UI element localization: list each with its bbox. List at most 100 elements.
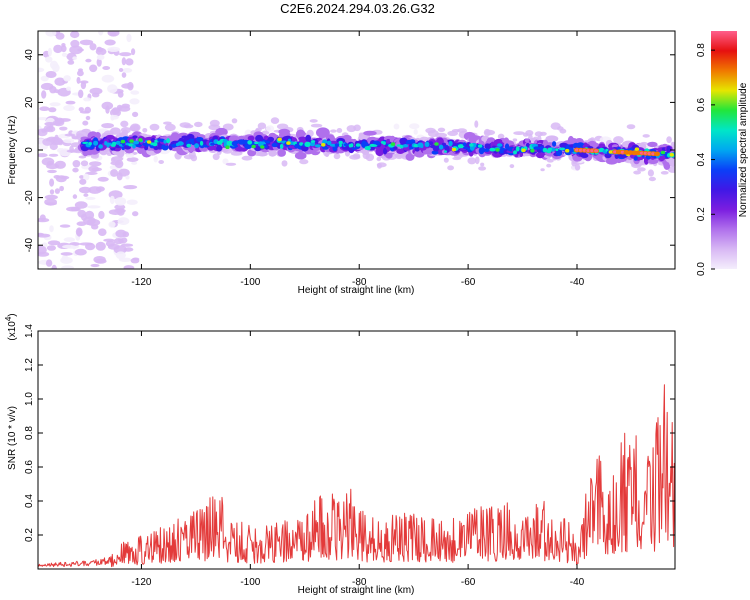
heat-blob [82, 120, 89, 126]
heat-blob [76, 76, 81, 84]
heat-blob [310, 140, 316, 143]
heat-blob [525, 130, 534, 136]
heat-blob [633, 170, 641, 175]
y-tick-label: 0.8 [24, 426, 35, 440]
heat-blob [617, 146, 621, 151]
heat-blob [474, 120, 479, 128]
heat-blob [333, 153, 341, 160]
heat-blob [70, 206, 81, 212]
heat-blob [513, 131, 525, 136]
heat-blob [199, 140, 204, 146]
heat-blob [279, 143, 284, 149]
heat-blob [353, 124, 361, 132]
heat-blob [101, 74, 115, 83]
heat-blob [309, 119, 318, 123]
heat-blob [594, 149, 599, 153]
heat-blob [513, 150, 517, 155]
heat-blob [383, 147, 388, 155]
heat-blob [95, 47, 107, 56]
heat-blob [132, 211, 139, 217]
heat-blob [51, 264, 57, 269]
y-tick-label: 1.4 [24, 324, 35, 338]
heat-blob [382, 141, 386, 146]
heat-blob [343, 143, 349, 147]
heat-blob [512, 138, 518, 142]
heat-blob [186, 143, 192, 148]
heat-blob [46, 245, 57, 251]
heat-blob [666, 145, 671, 153]
heat-blob [105, 105, 110, 114]
heat-blob [95, 186, 105, 192]
heat-blob [89, 87, 103, 95]
heat-blob [49, 142, 58, 151]
heat-blob [102, 66, 111, 70]
heat-blob [70, 31, 80, 39]
heat-blob [547, 147, 552, 152]
heat-blob [363, 130, 377, 136]
colorbar-label: Normalized spectral amplitude [738, 82, 749, 217]
heat-blob [122, 68, 133, 73]
heat-blob [131, 48, 136, 56]
heat-blob [478, 166, 487, 171]
heat-blob [521, 148, 526, 153]
heat-blob [85, 171, 98, 175]
heat-blob [338, 140, 343, 145]
colorbar-tick-label: 0.6 [696, 97, 707, 111]
heat-blob [109, 195, 115, 205]
x-tick-label: -120 [131, 277, 151, 288]
heat-blob [183, 124, 194, 129]
heat-blob [539, 131, 547, 136]
heat-blob [45, 56, 53, 63]
heat-blob [210, 142, 216, 146]
heat-blob [163, 139, 167, 144]
heat-blob [80, 81, 87, 90]
heat-blob [469, 143, 474, 147]
heat-blob [41, 90, 47, 99]
x-tick-label: -40 [570, 277, 585, 288]
heat-blob [386, 138, 390, 145]
heat-blob [654, 151, 660, 157]
y-tick-label: 0.6 [24, 460, 35, 474]
heat-blob [451, 147, 457, 152]
heat-blob [129, 139, 134, 143]
heat-blob [190, 154, 198, 162]
heat-blob [634, 147, 640, 151]
heat-blob [197, 138, 201, 143]
heat-blob [326, 140, 332, 146]
heat-blob [126, 157, 139, 163]
heat-blob [225, 162, 237, 166]
snr-multiplier-label: (x104) [4, 313, 18, 340]
heat-blob [435, 132, 447, 138]
heat-blob [448, 140, 453, 147]
heat-blob [225, 145, 230, 149]
heat-blob [54, 188, 61, 194]
spectrogram-xlabel: Height of straight line (km) [298, 285, 415, 296]
heat-blob [222, 158, 229, 165]
heat-blob [132, 135, 138, 139]
heat-blob [123, 247, 134, 252]
heat-blob [98, 31, 104, 36]
colorbar-tick-label: 0.8 [696, 43, 707, 57]
heat-blob [49, 123, 54, 132]
heat-blob [559, 128, 567, 134]
heat-blob [59, 185, 64, 192]
heat-blob [119, 52, 132, 57]
heat-blob [533, 146, 540, 150]
heat-blob [98, 228, 107, 236]
heat-blob [90, 263, 100, 268]
heat-blob [434, 142, 439, 146]
heat-blob [107, 84, 118, 94]
heat-blob [365, 142, 369, 147]
heat-blob [40, 75, 49, 82]
heat-blob [539, 146, 544, 150]
snr-multiplier-exponent: 4 [4, 316, 13, 321]
heat-blob [271, 142, 278, 148]
heat-blob [78, 89, 84, 99]
heat-blob [45, 31, 57, 37]
heat-blob [49, 102, 61, 107]
heat-blob [76, 130, 88, 139]
heat-blob [117, 217, 130, 226]
heat-blob [94, 132, 101, 139]
heat-blob [87, 205, 101, 209]
